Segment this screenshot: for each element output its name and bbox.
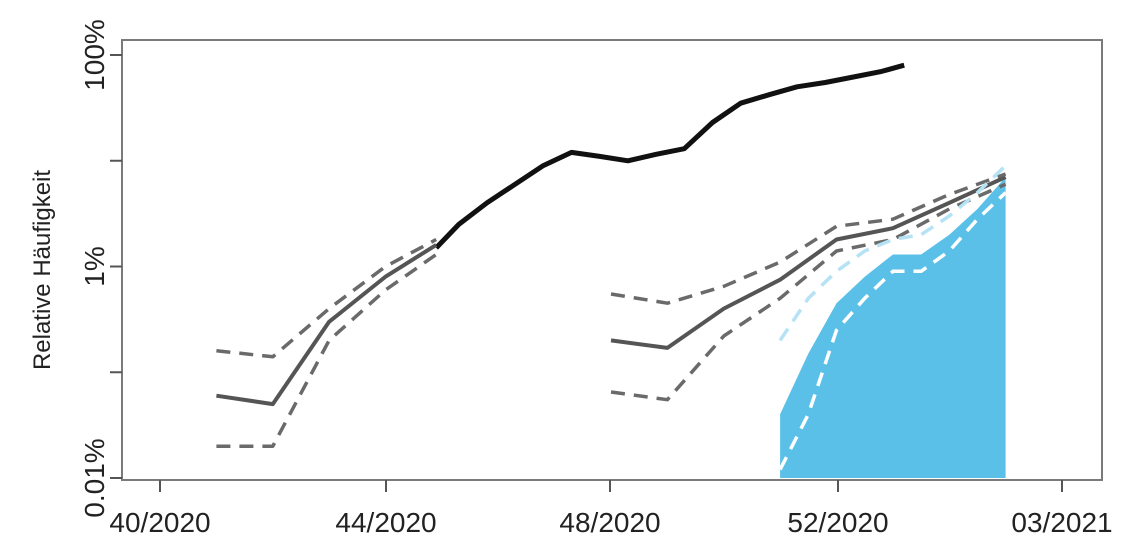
main-series-line-point bbox=[514, 183, 516, 185]
confidence-band-line-point bbox=[610, 293, 612, 295]
filled-area-series bbox=[780, 177, 1006, 478]
x-axis: 40/2020 44/2020 48/2020 52/2020 03/2021 bbox=[109, 480, 1113, 536]
confidence-band-line-point bbox=[216, 445, 218, 447]
y-tick-label: 1% bbox=[79, 246, 110, 286]
main-series-line-point bbox=[881, 71, 883, 73]
confidence-band-line-point bbox=[779, 298, 781, 300]
estimate-series-line-point bbox=[892, 227, 894, 229]
estimate-series-line bbox=[610, 175, 1007, 350]
main-series-line-point bbox=[458, 224, 460, 226]
main-series-line-point bbox=[740, 102, 742, 104]
main-series-line-point bbox=[571, 152, 573, 154]
x-tick-label: 40/2020 bbox=[109, 507, 210, 536]
fill-confidence-band-line-point bbox=[1005, 192, 1007, 194]
confidence-band-line-point bbox=[272, 445, 274, 447]
confidence-band-line bbox=[610, 182, 1007, 402]
estimate-series-line-point bbox=[385, 276, 387, 278]
confidence-band-line-point bbox=[272, 356, 274, 358]
main-series-line-point bbox=[599, 156, 601, 158]
fill-confidence-band-line-point bbox=[836, 329, 838, 331]
x-tick-label: 52/2020 bbox=[787, 507, 888, 536]
confidence-band-line-point bbox=[667, 302, 669, 304]
estimate-series-line-point bbox=[1005, 176, 1007, 178]
estimate-series-line-point bbox=[949, 202, 951, 204]
fill-outer-band-line-point bbox=[864, 250, 866, 252]
y-axis: 0.01% 1% 100% bbox=[79, 19, 122, 518]
confidence-band-line-point bbox=[723, 286, 725, 288]
fill-outer-band-line-point bbox=[808, 298, 810, 300]
fill-confidence-band-line-point bbox=[892, 271, 894, 273]
confidence-band-line-point bbox=[328, 308, 330, 310]
fill-outer-band-line bbox=[778, 164, 1007, 342]
main-series-line-point bbox=[903, 64, 905, 66]
confidence-band-line-point bbox=[328, 340, 330, 342]
y-tick-label: 100% bbox=[79, 19, 110, 91]
fill-outer-band-line-point bbox=[779, 340, 781, 342]
estimate-series-line-point bbox=[328, 321, 330, 323]
fill-confidence-band-line-point bbox=[808, 414, 810, 416]
main-series-line-point bbox=[824, 82, 826, 84]
x-tick-label: 44/2020 bbox=[335, 507, 436, 536]
estimate-series-line-point bbox=[723, 308, 725, 310]
x-tick-label: 03/2021 bbox=[1011, 507, 1112, 536]
confidence-band-line bbox=[216, 253, 438, 448]
main-series-line-point bbox=[486, 202, 488, 204]
x-tick-label: 48/2020 bbox=[559, 507, 660, 536]
confidence-band-line-point bbox=[385, 266, 387, 268]
estimate-series-line-point bbox=[435, 244, 437, 246]
confidence-band-line-point bbox=[216, 350, 218, 352]
main-series-line-point bbox=[655, 154, 657, 156]
fill-outer-band-line-point bbox=[892, 239, 894, 241]
confidence-band-line-point bbox=[667, 399, 669, 401]
confidence-band-line bbox=[610, 172, 1007, 305]
confidence-band-line-point bbox=[610, 391, 612, 393]
fill-outer-band-line-point bbox=[949, 215, 951, 217]
main-series-line-point bbox=[684, 148, 686, 150]
confidence-band-line-point bbox=[1005, 173, 1007, 175]
fill-confidence-band-line bbox=[778, 191, 1007, 471]
fill-outer-band-line-point bbox=[1005, 165, 1007, 167]
confidence-band-line-point bbox=[779, 261, 781, 263]
estimate-series-line-point bbox=[216, 395, 218, 397]
fill-confidence-band-line-point bbox=[920, 271, 922, 273]
main-series-line-point bbox=[627, 160, 629, 162]
fill-confidence-band-line-point bbox=[864, 298, 866, 300]
confidence-band-line-point bbox=[892, 218, 894, 220]
fill-outer-band-line-point bbox=[920, 234, 922, 236]
fill-confidence-band-line-point bbox=[977, 218, 979, 220]
estimate-series-line-point bbox=[610, 340, 612, 342]
confidence-band-line-point bbox=[836, 226, 838, 228]
confidence-band-line-point bbox=[949, 208, 951, 210]
fill-outer-band-line-point bbox=[836, 271, 838, 273]
fill-confidence-band-line-point bbox=[949, 250, 951, 252]
confidence-band-line bbox=[216, 237, 438, 359]
estimate-series-line bbox=[216, 243, 438, 407]
confidence-band-line-point bbox=[949, 194, 951, 196]
plot-frame bbox=[121, 39, 1103, 481]
confidence-band-line-point bbox=[385, 289, 387, 291]
estimate-series-line-point bbox=[836, 239, 838, 241]
estimate-series-line-point bbox=[779, 279, 781, 281]
confidence-band-line-point bbox=[435, 239, 437, 241]
main-series-line-point bbox=[543, 165, 545, 167]
y-axis-title: Relative Häufigkeit bbox=[29, 170, 56, 370]
main-series-line-point bbox=[712, 122, 714, 124]
confidence-band-line-point bbox=[723, 335, 725, 337]
confidence-band-line-point bbox=[435, 254, 437, 256]
main-series-line-point bbox=[853, 76, 855, 78]
main-series-line-point bbox=[796, 86, 798, 88]
fill-outer-band-line-point bbox=[977, 192, 979, 194]
estimate-series-line-point bbox=[667, 347, 669, 349]
main-series-line bbox=[434, 62, 905, 250]
confidence-band-line-point bbox=[1005, 183, 1007, 185]
estimate-series-line-point bbox=[272, 403, 274, 405]
main-series-line-point bbox=[768, 94, 770, 96]
y-tick-label: 0.01% bbox=[79, 438, 110, 517]
confidence-band-line-point bbox=[836, 250, 838, 252]
fill-confidence-band-line-point bbox=[779, 469, 781, 471]
